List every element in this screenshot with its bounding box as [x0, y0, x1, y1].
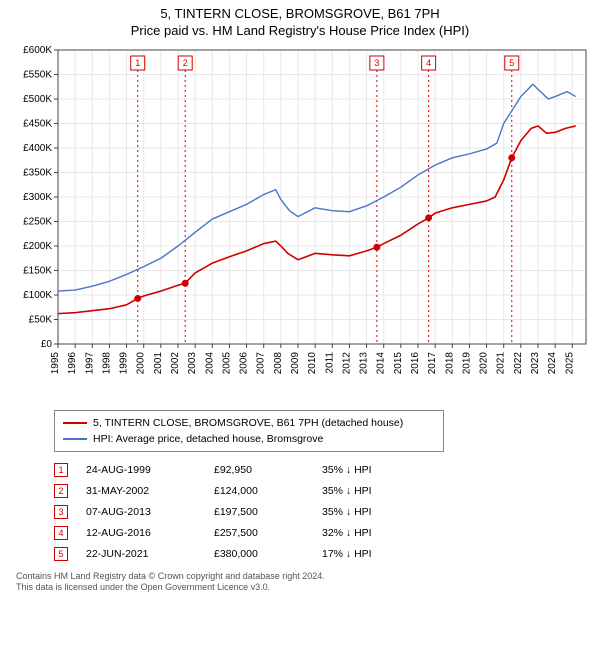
event-row: 1 24-AUG-1999 £92,950 35% ↓ HPI	[54, 460, 588, 481]
footer-line1: Contains HM Land Registry data © Crown c…	[16, 571, 588, 582]
svg-text:£200K: £200K	[23, 241, 52, 252]
svg-text:£150K: £150K	[23, 265, 52, 276]
svg-text:1997: 1997	[84, 351, 95, 374]
svg-text:2017: 2017	[427, 351, 438, 374]
svg-text:2008: 2008	[273, 351, 284, 374]
svg-text:1: 1	[135, 58, 140, 68]
svg-text:2021: 2021	[496, 351, 507, 374]
svg-text:2013: 2013	[359, 351, 370, 374]
page-container: 5, TINTERN CLOSE, BROMSGROVE, B61 7PH Pr…	[0, 0, 600, 650]
svg-text:2016: 2016	[410, 351, 421, 374]
svg-text:2014: 2014	[376, 351, 387, 374]
svg-text:£250K: £250K	[23, 216, 52, 227]
event-delta: 35% ↓ HPI	[322, 464, 412, 476]
event-price: £92,950	[214, 464, 304, 476]
event-row: 4 12-AUG-2016 £257,500 32% ↓ HPI	[54, 523, 588, 544]
svg-text:2018: 2018	[444, 351, 455, 374]
legend-row: HPI: Average price, detached house, Brom…	[63, 431, 435, 447]
svg-text:2005: 2005	[221, 351, 232, 374]
event-price: £124,000	[214, 485, 304, 497]
price-chart: £0 £50K £100K £150K £200K £250K £300K £350K £400…	[8, 44, 592, 404]
footer: Contains HM Land Registry data © Crown c…	[16, 571, 588, 594]
event-marker: 1	[54, 463, 68, 477]
footer-line2: This data is licensed under the Open Gov…	[16, 582, 588, 593]
legend-box: 5, TINTERN CLOSE, BROMSGROVE, B61 7PH (d…	[54, 410, 444, 452]
svg-text:4: 4	[426, 58, 431, 68]
svg-text:2001: 2001	[153, 351, 164, 374]
svg-text:£0: £0	[41, 339, 53, 350]
svg-text:2022: 2022	[513, 351, 524, 374]
svg-text:5: 5	[509, 58, 514, 68]
event-delta: 32% ↓ HPI	[322, 527, 412, 539]
svg-text:2015: 2015	[393, 351, 404, 374]
svg-text:1998: 1998	[101, 351, 112, 374]
event-delta: 17% ↓ HPI	[322, 548, 412, 560]
events-table: 1 24-AUG-1999 £92,950 35% ↓ HPI 2 31-MAY-2002…	[54, 460, 588, 565]
svg-text:2002: 2002	[170, 351, 181, 374]
event-marker: 3	[54, 505, 68, 519]
event-date: 31-MAY-2002	[86, 485, 196, 497]
event-delta: 35% ↓ HPI	[322, 506, 412, 518]
event-marker: 2	[54, 484, 68, 498]
event-price: £380,000	[214, 548, 304, 560]
legend-swatch-red	[63, 422, 87, 424]
svg-text:£600K: £600K	[23, 45, 52, 56]
legend-swatch-blue	[63, 438, 87, 440]
event-row: 5 22-JUN-2021 £380,000 17% ↓ HPI	[54, 544, 588, 565]
legend-label-blue: HPI: Average price, detached house, Brom…	[93, 433, 323, 445]
svg-text:2012: 2012	[341, 351, 352, 374]
event-date: 12-AUG-2016	[86, 527, 196, 539]
title-block: 5, TINTERN CLOSE, BROMSGROVE, B61 7PH Pr…	[8, 6, 592, 40]
svg-text:2023: 2023	[530, 351, 541, 374]
event-marker: 4	[54, 526, 68, 540]
svg-text:£450K: £450K	[23, 118, 52, 129]
svg-text:2004: 2004	[204, 351, 215, 374]
chart-wrap: £0 £50K £100K £150K £200K £250K £300K £350K £400…	[8, 44, 592, 404]
event-date: 24-AUG-1999	[86, 464, 196, 476]
svg-text:£100K: £100K	[23, 290, 52, 301]
event-price: £257,500	[214, 527, 304, 539]
title-subtitle: Price paid vs. HM Land Registry's House …	[8, 23, 592, 40]
svg-text:2009: 2009	[290, 351, 301, 374]
svg-text:£400K: £400K	[23, 143, 52, 154]
svg-text:1999: 1999	[119, 351, 130, 374]
svg-text:2000: 2000	[136, 351, 147, 374]
legend-label-red: 5, TINTERN CLOSE, BROMSGROVE, B61 7PH (d…	[93, 417, 403, 429]
svg-text:1995: 1995	[50, 351, 61, 374]
svg-text:£300K: £300K	[23, 192, 52, 203]
svg-text:£50K: £50K	[29, 314, 53, 325]
svg-text:3: 3	[374, 58, 379, 68]
svg-text:2019: 2019	[461, 351, 472, 374]
svg-text:2: 2	[183, 58, 188, 68]
title-address: 5, TINTERN CLOSE, BROMSGROVE, B61 7PH	[8, 6, 592, 23]
svg-text:£500K: £500K	[23, 94, 52, 105]
event-date: 22-JUN-2021	[86, 548, 196, 560]
svg-text:2025: 2025	[564, 351, 575, 374]
svg-text:2007: 2007	[256, 351, 267, 374]
svg-text:2011: 2011	[324, 351, 335, 373]
event-row: 3 07-AUG-2013 £197,500 35% ↓ HPI	[54, 502, 588, 523]
svg-text:2006: 2006	[239, 351, 250, 374]
event-delta: 35% ↓ HPI	[322, 485, 412, 497]
svg-text:2010: 2010	[307, 351, 318, 374]
svg-text:2003: 2003	[187, 351, 198, 374]
event-date: 07-AUG-2013	[86, 506, 196, 518]
svg-text:2020: 2020	[479, 351, 490, 374]
event-price: £197,500	[214, 506, 304, 518]
legend-row: 5, TINTERN CLOSE, BROMSGROVE, B61 7PH (d…	[63, 415, 435, 431]
svg-text:2024: 2024	[547, 351, 558, 374]
svg-text:£550K: £550K	[23, 69, 52, 80]
svg-text:£350K: £350K	[23, 167, 52, 178]
svg-text:1996: 1996	[67, 351, 78, 374]
event-marker: 5	[54, 547, 68, 561]
event-row: 2 31-MAY-2002 £124,000 35% ↓ HPI	[54, 481, 588, 502]
